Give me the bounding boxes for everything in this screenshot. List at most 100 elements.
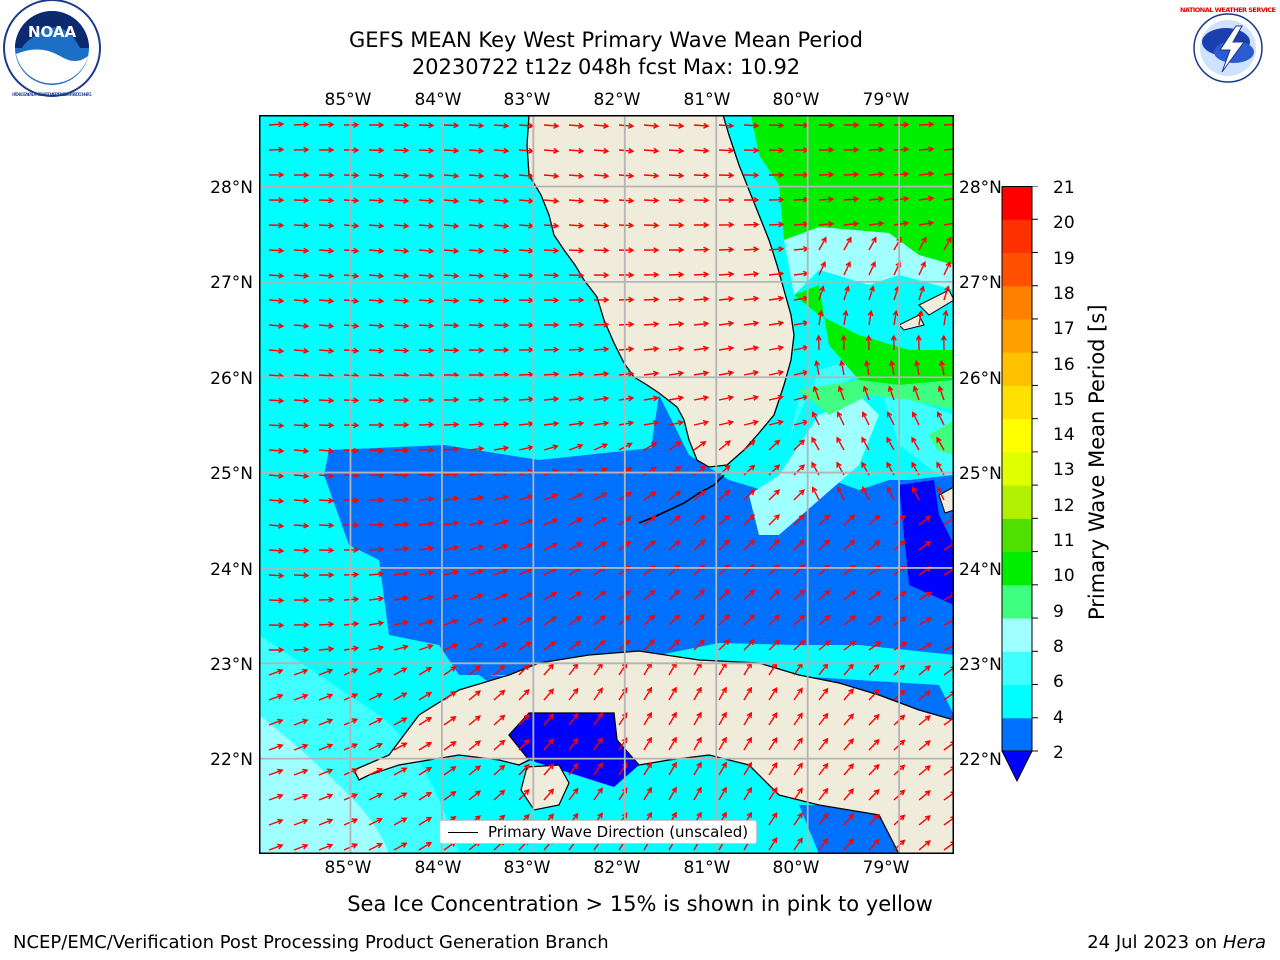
wave-direction-arrow xyxy=(668,296,685,303)
wave-direction-arrow xyxy=(593,787,603,801)
wave-direction-arrow xyxy=(368,571,385,578)
wave-direction-arrow xyxy=(368,620,385,627)
wave-direction-arrow xyxy=(268,347,285,354)
lat-label-left: 27°N xyxy=(210,273,253,293)
wave-direction-arrow xyxy=(493,519,509,526)
wave-direction-arrow xyxy=(543,147,560,154)
colorbar-tick: 16 xyxy=(1053,355,1075,375)
lon-label-bottom: 85°W xyxy=(324,858,372,878)
wave-direction-arrow xyxy=(393,347,410,354)
wave-direction-arrow xyxy=(393,767,408,776)
wave-direction-arrow xyxy=(668,147,685,154)
wave-direction-arrow xyxy=(818,514,831,526)
wave-direction-arrow xyxy=(318,497,335,504)
wave-direction-arrow xyxy=(293,547,310,554)
wave-direction-arrow xyxy=(393,222,410,229)
wave-direction-arrow xyxy=(318,472,335,479)
wave-direction-arrow xyxy=(843,763,855,776)
wave-direction-arrow xyxy=(812,385,820,401)
wave-direction-arrow xyxy=(643,515,657,526)
wave-direction-arrow xyxy=(618,122,635,129)
wave-direction-arrow xyxy=(393,247,410,254)
wave-direction-arrow xyxy=(793,812,803,826)
wave-direction-arrow xyxy=(418,247,435,254)
wave-direction-arrow xyxy=(393,421,410,428)
land-florida xyxy=(526,115,795,468)
wave-direction-arrow xyxy=(693,465,707,476)
wave-direction-arrow xyxy=(268,297,285,304)
wave-direction-arrow xyxy=(393,792,408,801)
wave-direction-arrow xyxy=(368,322,385,329)
wave-direction-arrow xyxy=(843,171,860,178)
wave-direction-arrow xyxy=(868,171,885,178)
colorbar-segment xyxy=(1002,651,1032,686)
wave-direction-arrow xyxy=(293,322,310,329)
wave-direction-arrow xyxy=(618,247,635,254)
wave-direction-arrow xyxy=(568,542,583,551)
wave-direction-arrow xyxy=(939,359,946,376)
wave-direction-arrow xyxy=(568,247,585,254)
wave-direction-arrow xyxy=(593,395,610,402)
field-green-north xyxy=(751,115,954,265)
lon-label-top: 83°W xyxy=(503,90,551,110)
wave-direction-arrow xyxy=(543,788,555,801)
wave-direction-arrow xyxy=(840,334,847,351)
wave-direction-arrow xyxy=(768,786,778,801)
wave-direction-arrow xyxy=(868,738,880,751)
wave-direction-arrow xyxy=(793,837,803,851)
wave-direction-arrow xyxy=(568,712,579,726)
wave-direction-arrow xyxy=(643,296,660,303)
field-green-patch xyxy=(929,420,954,455)
wave-direction-arrow xyxy=(593,492,608,501)
lon-label-bottom: 83°W xyxy=(503,858,551,878)
wave-direction-arrow xyxy=(818,812,829,826)
wave-direction-arrow xyxy=(418,691,433,701)
wave-direction-arrow xyxy=(493,421,510,428)
lat-label-left: 26°N xyxy=(210,369,253,389)
wave-direction-arrow xyxy=(836,486,845,501)
wave-direction-arrow xyxy=(868,236,877,251)
wave-direction-arrow xyxy=(393,595,410,602)
wave-direction-arrow xyxy=(393,447,410,454)
wave-direction-arrow xyxy=(843,640,857,651)
wave-direction-arrow xyxy=(868,813,880,826)
wave-direction-arrow xyxy=(643,540,657,551)
wave-direction-arrow xyxy=(418,122,435,129)
wave-direction-arrow xyxy=(468,690,482,701)
wave-direction-arrow xyxy=(468,569,484,576)
wave-direction-arrow xyxy=(268,472,285,479)
wave-direction-arrow xyxy=(543,371,560,378)
wave-direction-arrow xyxy=(318,693,334,701)
wave-direction-arrow xyxy=(593,296,610,303)
colorbar-segment xyxy=(1002,219,1032,253)
wave-direction-arrow xyxy=(418,222,435,229)
lon-label-top: 79°W xyxy=(862,90,910,110)
colorbar-segment xyxy=(1002,584,1032,619)
wave-direction-arrow xyxy=(568,517,583,526)
wave-direction-arrow xyxy=(318,818,334,826)
wave-direction-arrow xyxy=(818,171,835,178)
wave-direction-arrow xyxy=(743,221,760,228)
wave-direction-arrow xyxy=(718,761,727,776)
wave-direction-arrow xyxy=(768,589,781,601)
wave-direction-arrow xyxy=(668,246,685,253)
colorbar-tick: 2 xyxy=(1053,743,1064,763)
wave-direction-arrow xyxy=(818,614,831,626)
wave-direction-arrow xyxy=(943,146,954,152)
wave-direction-arrow xyxy=(943,260,951,276)
wave-direction-arrow xyxy=(843,121,860,129)
land-bahamas-andros xyxy=(938,486,954,514)
wave-direction-arrow xyxy=(543,641,557,651)
wave-direction-arrow xyxy=(318,793,334,801)
lat-label-left: 28°N xyxy=(210,178,253,198)
wave-direction-arrow xyxy=(593,590,607,601)
wave-direction-arrow xyxy=(568,443,584,451)
wave-direction-arrow xyxy=(943,170,954,177)
wave-direction-arrow xyxy=(493,617,508,626)
wave-direction-arrow xyxy=(843,220,860,227)
wave-direction-arrow xyxy=(293,597,310,604)
wave-direction-arrow xyxy=(918,815,931,826)
wave-direction-arrow xyxy=(693,395,710,402)
wave-direction-arrow xyxy=(368,767,383,776)
wave-direction-arrow xyxy=(818,285,825,301)
